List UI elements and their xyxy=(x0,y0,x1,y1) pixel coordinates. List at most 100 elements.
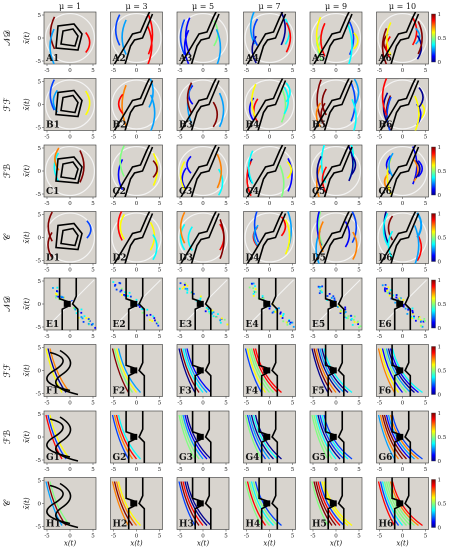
activation-arc xyxy=(85,90,91,116)
colorbar xyxy=(431,412,436,462)
activation-curve xyxy=(184,481,208,526)
activation-arc xyxy=(247,150,254,185)
activation-curve xyxy=(184,348,208,393)
density-point xyxy=(384,284,387,286)
trajectory-line xyxy=(246,12,284,64)
activation-curve xyxy=(248,348,270,393)
x-tick-label: -5 xyxy=(377,68,383,74)
x-tick-label: 0 xyxy=(68,68,72,74)
x-tick-label: 5 xyxy=(291,201,295,207)
panel: H4 -5 0 5 xyxy=(243,477,296,540)
trajectory-line xyxy=(246,78,284,131)
panel-label: C4 xyxy=(246,187,259,197)
density-point xyxy=(278,307,280,310)
density-point xyxy=(252,282,255,285)
row-label: 𝒞 xyxy=(3,233,13,241)
activation-arc xyxy=(413,159,419,182)
y-tick-label: 5 xyxy=(38,213,42,219)
x-tick-label: 5 xyxy=(424,467,428,473)
colorbar xyxy=(431,213,436,262)
activation-curve xyxy=(115,414,137,460)
x-tick-label: 0 xyxy=(268,334,272,340)
y-axis-label: x̃(t) xyxy=(22,431,31,443)
density-point xyxy=(413,315,415,318)
density-point xyxy=(115,288,118,291)
trajectory-block xyxy=(196,433,204,440)
trajectory-block xyxy=(130,300,138,307)
panel-label: D2 xyxy=(113,254,127,264)
panel: F5 -5 0 5 xyxy=(309,344,363,407)
colorbar-tick-label: 1 xyxy=(438,212,442,218)
panel-label: H4 xyxy=(246,520,261,530)
density-point xyxy=(60,295,63,298)
panel-label: A5 xyxy=(311,54,325,64)
trajectory-line xyxy=(71,278,79,330)
trajectory-line xyxy=(190,146,220,197)
activation-curve xyxy=(113,481,134,526)
state-circle xyxy=(111,145,162,197)
density-point xyxy=(387,286,390,289)
x-tick-label: 5 xyxy=(291,334,295,340)
activation-arc xyxy=(353,32,359,50)
activation-arc xyxy=(320,22,326,57)
activation-arc xyxy=(179,19,186,56)
y-tick-label: -5 xyxy=(36,192,42,198)
panel: G2 -5 0 5 xyxy=(110,410,163,473)
x-tick-label: -5 xyxy=(310,135,316,141)
density-point xyxy=(199,297,202,300)
activation-curve xyxy=(184,414,208,460)
panel-content xyxy=(244,78,295,131)
x-tick-label: -5 xyxy=(244,334,250,340)
density-point xyxy=(124,294,126,297)
density-point xyxy=(94,326,96,329)
panel: H2 -5 0 5 xyxy=(110,477,163,540)
density-point xyxy=(215,316,218,319)
x-tick-label: 5 xyxy=(158,268,162,274)
x-tick-label: 5 xyxy=(291,68,295,74)
panel-content xyxy=(310,145,362,197)
activation-arc xyxy=(280,87,287,123)
x-tick-label: -5 xyxy=(111,135,117,141)
x-tick-label: 5 xyxy=(158,135,162,141)
activation-arc xyxy=(49,16,56,50)
panel-label: C1 xyxy=(46,187,59,197)
state-circle xyxy=(377,212,428,263)
panel: F6 -5 0 5 xyxy=(376,344,429,407)
state-circle xyxy=(377,145,428,197)
colorbar-tick-label: 0.5 xyxy=(438,169,447,175)
density-point xyxy=(318,292,321,295)
activation-arc xyxy=(114,14,121,46)
trajectory-line xyxy=(379,12,417,64)
density-point xyxy=(422,320,425,323)
y-tick-label: 5 xyxy=(38,80,42,86)
density-point xyxy=(152,315,155,318)
x-tick-label: 5 xyxy=(158,534,162,540)
x-tick-label: -5 xyxy=(310,334,316,340)
density-point xyxy=(411,309,414,312)
trajectory-line xyxy=(313,145,350,197)
activation-curve xyxy=(252,414,278,460)
density-point xyxy=(90,323,93,326)
trajectory-line xyxy=(204,344,212,397)
density-point xyxy=(211,309,214,312)
density-point xyxy=(339,312,342,314)
density-point xyxy=(112,281,115,283)
activation-curve xyxy=(180,348,200,393)
x-tick-label: 5 xyxy=(91,201,95,207)
panel-label: B2 xyxy=(113,121,127,131)
x-tick-label: 5 xyxy=(291,534,295,540)
x-tick-label: -5 xyxy=(177,534,183,540)
density-point xyxy=(358,326,360,329)
density-point xyxy=(149,313,152,316)
column-title: μ = 1 xyxy=(59,2,81,11)
colorbar-tick-label: 0.5 xyxy=(438,236,447,242)
x-tick-label: 5 xyxy=(91,135,95,141)
trajectory-line xyxy=(180,12,217,64)
panel: C6 -5 0 5 xyxy=(376,144,429,207)
x-tick-label: 0 xyxy=(268,135,272,141)
x-tick-label: 5 xyxy=(158,467,162,473)
y-tick-label: 5 xyxy=(38,146,42,152)
x-tick-label: 0 xyxy=(334,334,338,340)
density-point xyxy=(80,316,83,318)
